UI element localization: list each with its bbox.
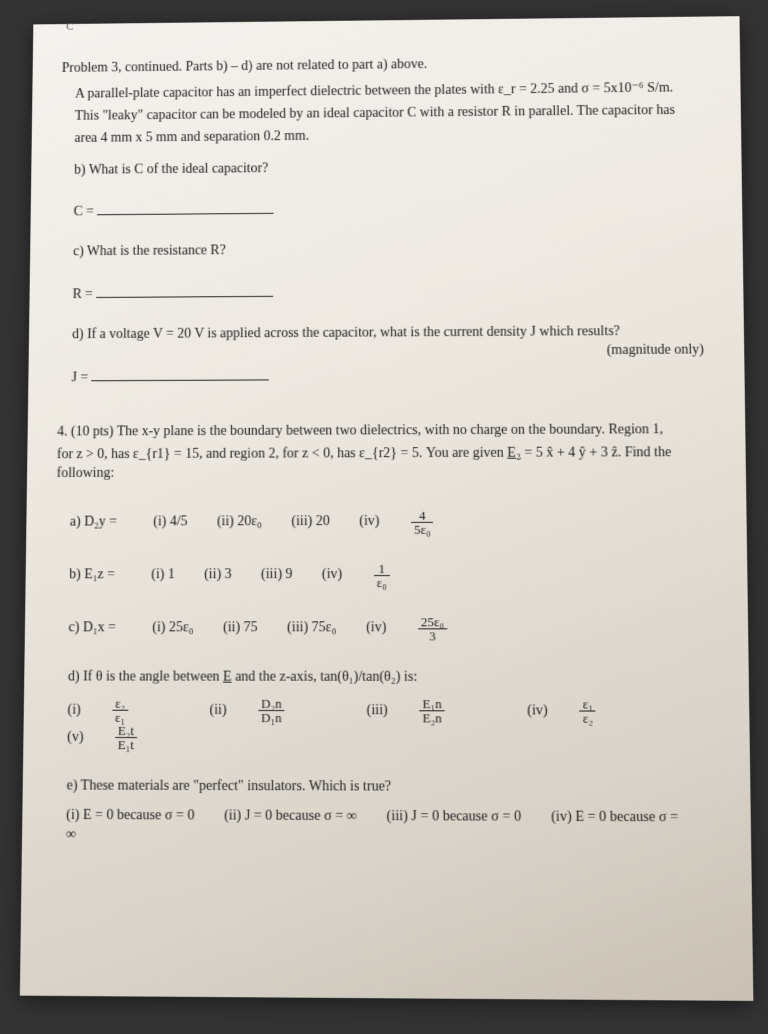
p4-d-i-num: ε₂ xyxy=(112,697,128,711)
p4-d-ii-den: D₁n xyxy=(258,711,285,724)
p4-d-v-num: E₂t xyxy=(115,724,137,738)
p4: 4. (10 pts) The x-y plane is the boundar… xyxy=(52,421,710,848)
p4-e-ii: (ii) J = 0 because σ = ∞ xyxy=(224,809,357,825)
p3-C-eq: C = xyxy=(74,205,94,220)
p4-a-iii: (iii) 20 xyxy=(291,514,329,529)
p4-b: b) E₁z = (i) 1 (ii) 3 (iii) 9 (iv) 1 ε₀ xyxy=(69,561,707,589)
p4-a-lead: a) D₂y = xyxy=(70,515,117,530)
p3-intro-line2: This "leaky" capacitor can be modeled by… xyxy=(75,102,701,126)
p4-c-iv-pre: (iv) xyxy=(366,621,386,636)
p3-J-line: J = xyxy=(71,363,704,388)
p4-stem1: 4. (10 pts) The x-y plane is the boundar… xyxy=(57,421,705,442)
page: C Problem 3, continued. Parts b) – d) ar… xyxy=(20,16,754,1001)
p4-E2: E₂ xyxy=(507,446,521,461)
p4-a-ii: (ii) 20ε₀ xyxy=(217,515,262,530)
p3-C-line: C = xyxy=(74,196,703,222)
p3-title: Problem 3, continued. Parts b) – d) are … xyxy=(62,53,701,78)
p4-d-v-pre: (v) xyxy=(67,730,83,745)
p4-b-i: (i) 1 xyxy=(151,568,175,583)
p4-d-iv-num: ε₁ xyxy=(580,698,596,712)
p4-d-ii-pre: (ii) xyxy=(209,703,226,718)
p4-c-iv-den: 3 xyxy=(418,629,447,642)
p4-d-i-pre: (i) xyxy=(67,703,80,718)
p4-a-iv: (iv) 4 5ε₀ xyxy=(359,514,485,529)
p4-b-iv: (iv) 1 ε₀ xyxy=(322,567,442,582)
p3-c: c) What is the resistance R? xyxy=(73,239,703,262)
p4-d-v-den: E₁t xyxy=(115,739,137,752)
p4-d-iv-pre: (iv) xyxy=(527,704,548,719)
p4-d-v: (v) E₂tE₁t xyxy=(67,730,189,745)
p4-c-iv-frac: 25ε₀ 3 xyxy=(418,615,473,642)
p4-stem2: for z > 0, has ε_{r1} = 15, and region 2… xyxy=(57,444,706,484)
p4-b-iv-pre: (iv) xyxy=(322,567,342,582)
p4-c-iv-num: 25ε₀ xyxy=(418,615,447,629)
p3-J-blank xyxy=(92,366,270,382)
p4-e-lead: e) These materials are "perfect" insulat… xyxy=(66,778,709,799)
p4-d-lead2: and the z-axis, tan(θ₁)/tan(θ₂) is: xyxy=(232,669,418,684)
p4-d-iii-den: E₂n xyxy=(420,712,445,725)
p3-R-blank xyxy=(96,282,273,298)
p3-C-blank xyxy=(97,200,274,216)
p4-d-opts: (i) ε₂ε₁ (ii) D₂nD₁n (iii) E₁nE₂n (iv) ε… xyxy=(67,697,709,753)
p3-d-note: (magnitude only) xyxy=(607,342,704,361)
p4-b-iv-num: 1 xyxy=(374,562,390,576)
p4-a-i: (i) 4/5 xyxy=(153,515,187,530)
p4-b-iii: (iii) 9 xyxy=(261,567,293,582)
p4-c-iv: (iv) 25ε₀ 3 xyxy=(366,621,500,636)
p3-d: d) If a voltage V = 20 V is applied acro… xyxy=(72,324,620,342)
p4-d-iii-num: E₁n xyxy=(420,698,445,712)
p3-b: b) What is C of the ideal capacitor? xyxy=(74,156,702,180)
p4-d-lead1: d) If θ is the angle between xyxy=(68,669,223,684)
p4-stem2a: for z > 0, has ε_{r1} = 15, and region 2… xyxy=(57,446,508,462)
p3-R-eq: R = xyxy=(73,287,93,302)
p4-b-iv-frac: 1 ε₀ xyxy=(374,562,416,589)
corner-letter: C xyxy=(66,20,73,34)
p4-d-iv: (iv) ε₁ε₂ xyxy=(527,704,649,719)
p4-b-ii: (ii) 3 xyxy=(204,567,232,582)
p4-b-lead: b) E₁z = xyxy=(69,568,115,583)
p4-e-opts: (i) E = 0 because σ = 0 (ii) J = 0 becau… xyxy=(66,807,710,848)
p4-d-iii-pre: (iii) xyxy=(367,703,388,718)
p4-a-iv-frac: 4 5ε₀ xyxy=(411,508,460,535)
p4-a: a) D₂y = (i) 4/5 (ii) 20ε₀ (iii) 20 (iv)… xyxy=(70,508,707,536)
p4-d-iv-den: ε₂ xyxy=(580,712,596,725)
p4-a-iv-den: 5ε₀ xyxy=(411,522,434,535)
p3-intro-line3: area 4 mm x 5 mm and separation 0.2 mm. xyxy=(74,124,701,148)
p4-e-i: (i) E = 0 because σ = 0 xyxy=(66,808,194,824)
p3-R-line: R = xyxy=(72,280,703,306)
p4-d-ii: (ii) D₂nD₁n xyxy=(209,703,340,718)
p4-a-iv-pre: (iv) xyxy=(359,514,379,529)
p4-d-E: E xyxy=(223,669,232,684)
p4-c-ii: (ii) 75 xyxy=(223,621,258,636)
p3-J-eq: J = xyxy=(72,370,89,385)
p4-c-iii: (iii) 75ε₀ xyxy=(287,621,336,636)
p4-d-lead: d) If θ is the angle between E and the z… xyxy=(68,668,708,688)
p3-d-wrap: d) If a voltage V = 20 V is applied acro… xyxy=(72,323,704,345)
p4-d-iii: (iii) E₁nE₂n xyxy=(367,703,501,718)
p4-b-iv-den: ε₀ xyxy=(374,576,390,589)
p4-d-i: (i) ε₂ε₁ xyxy=(67,703,183,718)
p4-d-ii-num: D₂n xyxy=(258,697,285,711)
p4-c: c) D₁x = (i) 25ε₀ (ii) 75 (iii) 75ε₀ (iv… xyxy=(68,615,707,642)
p3-intro-line1: A parallel-plate capacitor has an imperf… xyxy=(75,79,701,104)
p4-c-lead: c) D₁x = xyxy=(68,621,116,636)
p4-e-iii: (iii) J = 0 because σ = 0 xyxy=(387,809,522,825)
p4-c-i: (i) 25ε₀ xyxy=(152,621,193,636)
p4-a-iv-num: 4 xyxy=(411,508,434,522)
